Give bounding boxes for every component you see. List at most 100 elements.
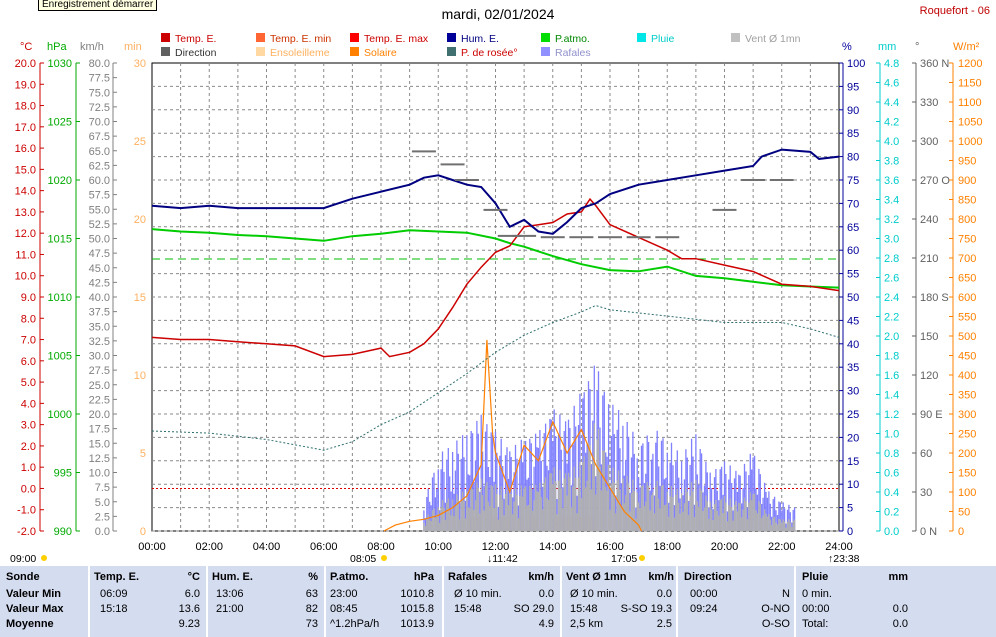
solar-axis-tick: 850 bbox=[958, 195, 976, 207]
rain-axis-tick: 1.2 bbox=[884, 409, 899, 421]
direction-mark bbox=[712, 208, 737, 211]
marker-sunset: 17:05 bbox=[611, 553, 637, 565]
table-header: Rafales bbox=[448, 571, 488, 583]
temp-axis-tick: 6.0 bbox=[21, 356, 36, 368]
wind-axis-tick: 30.0 bbox=[89, 351, 110, 363]
table-separator bbox=[88, 566, 90, 637]
sun-axis-tick: 30 bbox=[134, 58, 146, 70]
wind-axis-tick: 75.0 bbox=[89, 87, 110, 99]
solar-axis-tick: 700 bbox=[958, 253, 976, 265]
hum-axis-tick: 95 bbox=[847, 81, 859, 93]
rain-axis-tick: 4.6 bbox=[884, 78, 899, 90]
table-separator bbox=[442, 566, 444, 637]
hum-axis-tick: 15 bbox=[847, 456, 859, 468]
wind-axis-tick: 10.0 bbox=[89, 468, 110, 480]
x-tick: 06:00 bbox=[310, 541, 338, 553]
rain-axis-tick: 1.0 bbox=[884, 429, 899, 441]
rain-axis-tick: 2.4 bbox=[884, 292, 899, 304]
solar-unit: W/m² bbox=[953, 41, 980, 53]
legend-swatch bbox=[541, 33, 550, 42]
wind-axis-tick: 45.0 bbox=[89, 263, 110, 275]
dir-axis-tick: 180 S bbox=[920, 292, 949, 304]
wind-axis-tick: 50.0 bbox=[89, 234, 110, 246]
sun-axis-tick: 5 bbox=[140, 448, 146, 460]
x-tick: 10:00 bbox=[424, 541, 452, 553]
press-value: 1013.9 bbox=[400, 618, 434, 630]
solar-line bbox=[383, 339, 643, 532]
x-tick: 04:00 bbox=[253, 541, 281, 553]
dir-value: N bbox=[782, 588, 790, 600]
temp-axis-tick: 5.0 bbox=[21, 377, 36, 389]
press-value: 1010.8 bbox=[400, 588, 434, 600]
table-header: Hum. E. bbox=[212, 571, 253, 583]
legend-swatch bbox=[731, 33, 740, 42]
tooltip: Enregistrement démarrer bbox=[38, 0, 158, 11]
rain-axis-tick: 2.8 bbox=[884, 253, 899, 265]
legend-label: Rafales bbox=[555, 47, 591, 59]
gust-value: 4.9 bbox=[538, 618, 554, 630]
x-tick: 22:00 bbox=[768, 541, 796, 553]
wind-unit: km/h bbox=[80, 41, 104, 53]
station-name: Roquefort - 06 bbox=[919, 5, 990, 17]
sun-axis-tick: 25 bbox=[134, 136, 146, 148]
wind-axis-tick: 0.0 bbox=[95, 526, 110, 538]
legend-swatch bbox=[256, 47, 265, 56]
solar-axis-tick: 900 bbox=[958, 175, 976, 187]
table-header: Pluie bbox=[802, 571, 829, 583]
hum-axis-tick: 30 bbox=[847, 386, 859, 398]
temp-axis-tick: -1.0 bbox=[17, 505, 36, 517]
sun-axis-tick: 20 bbox=[134, 214, 146, 226]
legend-swatch bbox=[637, 33, 646, 42]
rain-axis-tick: 0.6 bbox=[884, 468, 899, 480]
temp-axis-tick: 13.0 bbox=[15, 207, 36, 219]
temp-axis-tick: 8.0 bbox=[21, 313, 36, 325]
sun-axis-tick: 0 bbox=[140, 526, 146, 538]
wind-axis-tick: 37.5 bbox=[89, 307, 110, 319]
table-header: P.atmo. bbox=[330, 571, 369, 583]
rain-time: Total: bbox=[802, 618, 829, 630]
hum-axis-tick: 80 bbox=[847, 152, 859, 164]
legend-label: Hum. E. bbox=[461, 33, 499, 45]
rain-axis-tick: 3.0 bbox=[884, 234, 899, 246]
legend-label: Temp. E. max bbox=[364, 33, 429, 45]
direction-mark bbox=[483, 208, 508, 211]
dir-axis-tick: 90 E bbox=[920, 409, 943, 421]
hum-axis-tick: 20 bbox=[847, 432, 859, 444]
sun-unit: min bbox=[124, 41, 142, 53]
direction-mark bbox=[769, 179, 794, 181]
press-time: 08:45 bbox=[330, 603, 358, 615]
sun-axis-tick: 10 bbox=[134, 370, 146, 382]
table-separator bbox=[206, 566, 208, 637]
wind-axis-tick: 60.0 bbox=[89, 175, 110, 187]
table-header: % bbox=[308, 571, 318, 583]
rain-time: 0 min. bbox=[802, 588, 832, 600]
rain-axis-tick: 4.8 bbox=[884, 58, 899, 70]
wind-axis-tick: 42.5 bbox=[89, 277, 110, 289]
solar-axis-tick: 800 bbox=[958, 214, 976, 226]
solar-axis-tick: 150 bbox=[958, 468, 976, 480]
x-tick: 00:00 bbox=[138, 541, 166, 553]
hum-value: 73 bbox=[305, 618, 318, 630]
solar-axis-tick: 600 bbox=[958, 292, 976, 304]
temp-axis-tick: 7.0 bbox=[21, 335, 36, 347]
legend-swatch bbox=[541, 47, 550, 56]
rain-axis-tick: 0.0 bbox=[884, 526, 899, 538]
marker-sunrise: 08:05 bbox=[350, 553, 376, 565]
temp-axis-tick: 16.0 bbox=[15, 143, 36, 155]
table-separator bbox=[560, 566, 562, 637]
temp-value: 6.0 bbox=[184, 588, 200, 600]
hum-axis-tick: 70 bbox=[847, 198, 859, 210]
dir-axis-tick: 210 bbox=[920, 253, 938, 265]
hum-value: 63 bbox=[305, 588, 318, 600]
hum-time: 21:00 bbox=[216, 603, 244, 615]
temp-axis-tick: 14.0 bbox=[15, 186, 36, 198]
press-axis-tick: 995 bbox=[54, 468, 72, 480]
table-header: Direction bbox=[684, 571, 732, 583]
rain-axis-tick: 4.4 bbox=[884, 97, 899, 109]
dir-axis-tick: 360 N bbox=[920, 58, 949, 70]
wind-axis-tick: 7.5 bbox=[95, 482, 110, 494]
temp-axis-tick: 9.0 bbox=[21, 292, 36, 304]
press-axis-tick: 990 bbox=[54, 526, 72, 538]
x-tick: 24:00 bbox=[825, 541, 853, 553]
wind-axis-tick: 17.5 bbox=[89, 424, 110, 436]
